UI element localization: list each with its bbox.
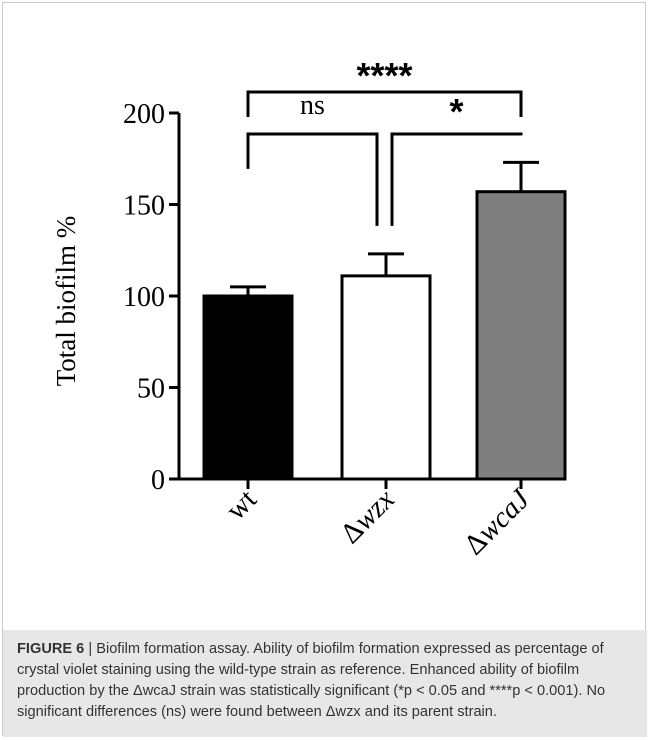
- y-tick-label: 50: [137, 374, 165, 405]
- significance-layer: [246, 90, 523, 226]
- bar-wcaJ: [475, 190, 567, 481]
- bracket-ns: [246, 132, 379, 226]
- y-tick-label: 150: [123, 191, 165, 222]
- y-tick-label: 0: [151, 465, 165, 496]
- bar-chart: 0 50 100 150 200 Total biofilm % wt Δwzx ΔwcaJ ns…: [51, 55, 567, 561]
- y-tick-label: 100: [123, 282, 165, 313]
- error-bars-layer: [230, 160, 539, 296]
- y-axis-label: Total biofilm %: [51, 216, 81, 387]
- x-tick-label-wzx: Δwzx: [334, 483, 401, 550]
- figure-caption: FIGURE 6 | Biofilm formation assay. Abil…: [3, 630, 647, 737]
- bracket-star: [390, 132, 523, 226]
- sig-label-ns: ns: [300, 90, 325, 121]
- category-name: wt: [220, 483, 263, 526]
- caption-label: FIGURE 6: [17, 641, 85, 657]
- bars-layer: [202, 190, 567, 481]
- caption-separator: |: [84, 641, 97, 657]
- sig-label-star: *: [449, 91, 463, 132]
- bracket-four-star: [246, 90, 523, 117]
- bar-wzx: [340, 274, 432, 481]
- x-tick-label-wt: wt: [220, 483, 263, 526]
- bar-wt: [202, 294, 294, 481]
- sig-label-four-star: ****: [356, 55, 412, 96]
- caption-text: Biofilm formation assay. Ability of biof…: [17, 641, 606, 720]
- x-tick-label-wcaJ: ΔwcaJ: [458, 483, 537, 562]
- chart-area: 0 50 100 150 200 Total biofilm % wt Δwzx ΔwcaJ ns…: [3, 3, 647, 625]
- y-tick-label: 200: [123, 99, 165, 130]
- labels-layer: 0 50 100 150 200 Total biofilm % wt Δwzx ΔwcaJ ns…: [51, 55, 537, 561]
